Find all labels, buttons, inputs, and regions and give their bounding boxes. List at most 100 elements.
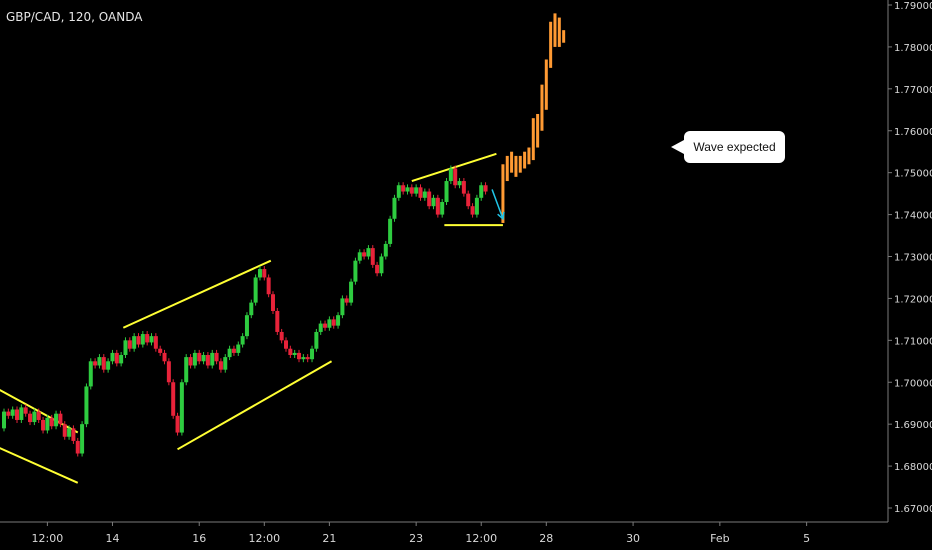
candle-down bbox=[158, 348, 163, 353]
projection-bar bbox=[501, 164, 505, 223]
arrow-shaft bbox=[491, 189, 504, 220]
candle-down bbox=[453, 168, 458, 186]
candle-up bbox=[422, 191, 427, 198]
projection-bar bbox=[562, 30, 566, 43]
price-tick-label: 1.73000 bbox=[894, 253, 932, 264]
price-tick-label: 1.68000 bbox=[894, 462, 932, 473]
price-tick-label: 1.71000 bbox=[894, 336, 932, 347]
projection-bar bbox=[518, 155, 522, 173]
candle-down bbox=[323, 323, 328, 328]
arrow-head bbox=[497, 211, 505, 221]
candle-down bbox=[427, 191, 432, 207]
candle-down bbox=[153, 336, 158, 349]
candle-down bbox=[127, 340, 132, 349]
trendline bbox=[177, 360, 333, 451]
candle-up bbox=[379, 256, 384, 274]
candle-up bbox=[336, 315, 341, 326]
trendlines-layer bbox=[0, 152, 503, 484]
candle-down bbox=[71, 428, 76, 441]
time-tick-label: 16 bbox=[192, 532, 206, 545]
price-tick-label: 1.79000 bbox=[894, 1, 932, 12]
candle-down bbox=[375, 264, 380, 274]
candle-up bbox=[97, 357, 102, 366]
time-tick-label: 23 bbox=[409, 532, 423, 545]
price-tick-label: 1.78000 bbox=[894, 43, 932, 54]
candle-up bbox=[353, 260, 358, 282]
arrow-layer bbox=[491, 189, 505, 221]
candle-down bbox=[15, 409, 20, 420]
candle-up bbox=[123, 340, 128, 356]
candle-down bbox=[214, 352, 219, 362]
candle-up bbox=[405, 187, 410, 192]
candle-down bbox=[205, 355, 210, 366]
candle-down bbox=[145, 334, 150, 343]
projection-bar bbox=[540, 84, 544, 131]
candle-down bbox=[409, 187, 414, 194]
candle-down bbox=[93, 361, 98, 366]
projection-bar bbox=[544, 59, 548, 110]
candle-up bbox=[54, 413, 59, 427]
candle-up bbox=[357, 252, 362, 261]
time-tick-label: 12:00 bbox=[465, 532, 497, 545]
candle-up bbox=[349, 281, 354, 303]
projection-bar bbox=[557, 17, 561, 47]
candle-down bbox=[49, 417, 54, 427]
candle-up bbox=[444, 181, 449, 203]
candle-down bbox=[197, 352, 202, 362]
candle-down bbox=[231, 348, 236, 353]
candle-down bbox=[62, 424, 67, 437]
projection-bar bbox=[510, 151, 514, 173]
candle-up bbox=[292, 352, 297, 356]
price-tick-label: 1.74000 bbox=[894, 211, 932, 222]
candle-down bbox=[114, 352, 119, 364]
candle-up bbox=[431, 197, 436, 207]
candle-down bbox=[262, 269, 267, 278]
projection-layer bbox=[501, 13, 566, 223]
candle-down bbox=[166, 361, 171, 383]
candle-up bbox=[110, 352, 115, 362]
candle-up bbox=[236, 344, 241, 353]
callout-tail bbox=[671, 140, 684, 154]
candle-up bbox=[88, 361, 93, 387]
time-tick-label: Feb bbox=[710, 532, 729, 545]
candle-down bbox=[470, 206, 475, 215]
projection-bar bbox=[536, 113, 540, 148]
candle-up bbox=[223, 357, 228, 370]
time-tick-label: 12:00 bbox=[32, 532, 64, 545]
candle-down bbox=[401, 185, 406, 192]
candle-down bbox=[23, 407, 28, 414]
candle-up bbox=[440, 202, 445, 215]
candle-down bbox=[297, 352, 302, 360]
trendline bbox=[122, 259, 272, 329]
price-tick-label: 1.76000 bbox=[894, 127, 932, 138]
candle-down bbox=[461, 181, 466, 194]
projection-bar bbox=[514, 155, 518, 177]
price-tick-label: 1.70000 bbox=[894, 378, 932, 389]
candle-up bbox=[318, 323, 323, 332]
candle-up bbox=[67, 428, 72, 437]
candle-down bbox=[305, 357, 310, 360]
price-tick-label: 1.69000 bbox=[894, 420, 932, 431]
candle-up bbox=[2, 411, 6, 429]
candle-down bbox=[435, 197, 440, 215]
candle-up bbox=[257, 269, 262, 278]
candle-down bbox=[483, 185, 488, 192]
candle-down bbox=[101, 357, 106, 370]
candle-down bbox=[418, 187, 423, 198]
candle-up bbox=[457, 181, 462, 186]
candle-up bbox=[392, 197, 397, 219]
projection-bar bbox=[523, 151, 527, 169]
candle-up bbox=[80, 424, 85, 454]
wave-callout: Wave expected bbox=[671, 131, 785, 163]
projection-bar bbox=[527, 147, 531, 165]
candle-down bbox=[370, 248, 375, 265]
candle-down bbox=[344, 298, 349, 303]
candle-up bbox=[45, 417, 50, 431]
candle-up bbox=[301, 357, 306, 360]
candle-down bbox=[36, 411, 41, 420]
candle-down bbox=[288, 348, 293, 356]
